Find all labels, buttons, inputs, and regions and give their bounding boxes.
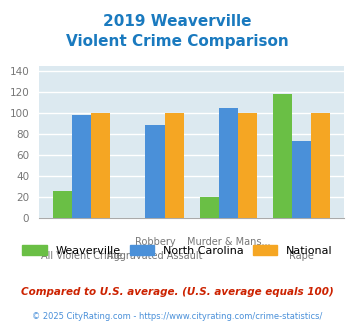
Text: Murder & Mans...: Murder & Mans... xyxy=(187,237,270,247)
Bar xyxy=(311,113,331,218)
Text: Aggravated Assault: Aggravated Assault xyxy=(107,251,203,261)
Bar xyxy=(91,113,110,218)
Bar xyxy=(146,125,164,218)
Text: Rape: Rape xyxy=(289,251,314,261)
Text: Compared to U.S. average. (U.S. average equals 100): Compared to U.S. average. (U.S. average … xyxy=(21,287,334,297)
Bar xyxy=(53,191,72,218)
Legend: Weaverville, North Carolina, National: Weaverville, North Carolina, National xyxy=(18,241,337,260)
Text: All Violent Crime: All Violent Crime xyxy=(41,251,122,261)
Text: © 2025 CityRating.com - https://www.cityrating.com/crime-statistics/: © 2025 CityRating.com - https://www.city… xyxy=(32,312,323,321)
Bar xyxy=(292,141,311,218)
Bar xyxy=(219,108,238,218)
Bar xyxy=(72,115,91,218)
Bar xyxy=(200,197,219,218)
Bar xyxy=(273,94,292,218)
Bar xyxy=(164,113,184,218)
Text: Robbery: Robbery xyxy=(135,237,175,247)
Text: 2019 Weaverville: 2019 Weaverville xyxy=(103,14,252,29)
Bar xyxy=(238,113,257,218)
Text: Violent Crime Comparison: Violent Crime Comparison xyxy=(66,34,289,49)
